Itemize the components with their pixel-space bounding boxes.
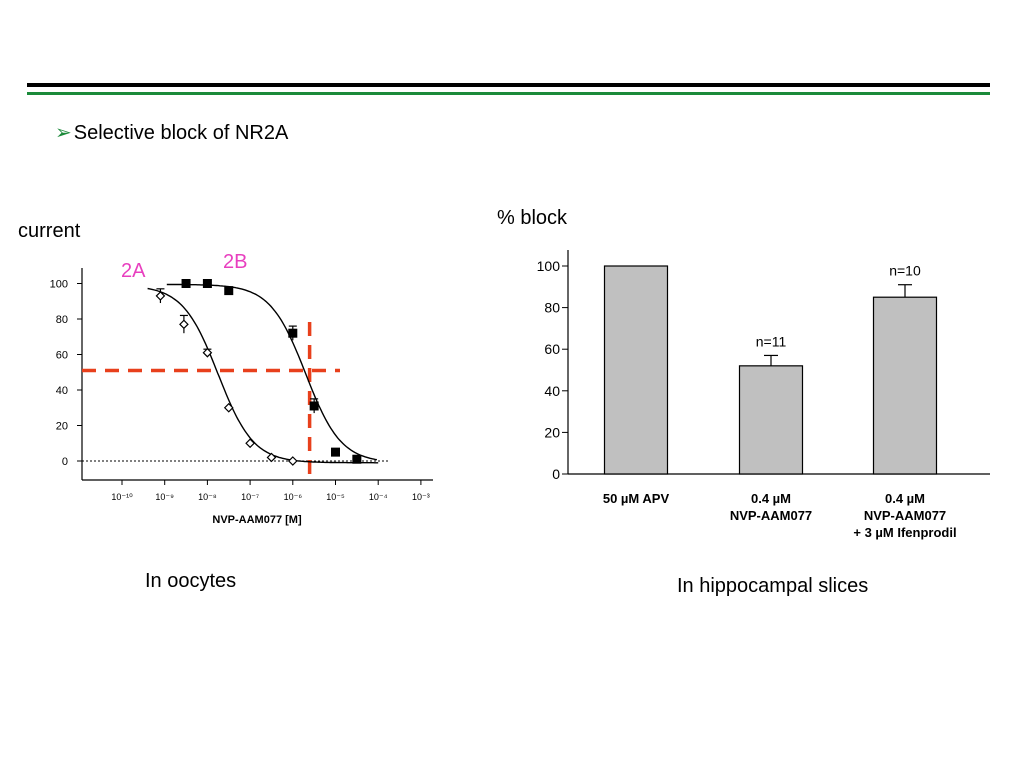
category-label: + 3 µM Ifenprodil	[853, 525, 956, 540]
y-tick-label: 20	[544, 424, 560, 440]
left-labels: 2A 2B	[121, 251, 247, 282]
x-tick-label: 10⁻⁵	[326, 492, 345, 502]
x-tick-label: 10⁻¹⁰	[111, 492, 133, 502]
bullet-point: ➢ Selective block of NR2A	[55, 120, 288, 146]
y-tick-label: 40	[56, 385, 68, 397]
data-point-2b	[224, 286, 234, 296]
right-labels: 50 µM APV n=11 0.4 µM NVP-AAM077 n=10 0.4 µM N…	[603, 263, 957, 540]
data-point-2a	[245, 438, 255, 449]
left-points	[155, 279, 362, 466]
header-rule-black	[27, 83, 990, 87]
x-tick-label: 10⁻⁹	[155, 492, 174, 502]
left-curves	[147, 283, 379, 464]
n-label: n=10	[889, 263, 921, 279]
series-label-2b: 2B	[223, 251, 247, 273]
series-label-2a: 2A	[121, 260, 146, 282]
category-label: 0.4 µM	[751, 491, 791, 506]
y-tick-label: 0	[62, 456, 68, 468]
arrow-bullet-icon: ➢	[55, 122, 72, 144]
y-tick-label: 0	[552, 466, 560, 482]
y-tick-label: 40	[544, 383, 560, 399]
category-label: NVP-AAM077	[730, 508, 812, 523]
x-tick-label: 10⁻⁴	[369, 492, 388, 502]
y-tick-label: 60	[544, 341, 560, 357]
right-bars	[603, 265, 938, 475]
x-tick-label: 10⁻⁶	[284, 492, 303, 502]
category-label: 50 µM APV	[603, 491, 670, 506]
bullet-text: Selective block of NR2A	[73, 122, 289, 144]
y-tick-label: 80	[56, 314, 68, 326]
bar	[738, 365, 804, 475]
header-rule-green	[27, 92, 990, 95]
data-point-2a	[202, 347, 213, 358]
y-tick-label: 80	[544, 300, 560, 316]
data-point-2b	[181, 279, 191, 288]
y-tick-label: 100	[50, 279, 68, 291]
left-guides	[82, 322, 390, 480]
y-tick-label: 100	[537, 258, 561, 274]
data-point-2a	[287, 456, 298, 466]
data-point-2b	[202, 279, 212, 288]
data-point-2b	[309, 401, 319, 411]
data-point-2b	[288, 328, 298, 338]
data-point-2a	[223, 402, 234, 413]
x-tick-label: 10⁻³	[412, 492, 430, 502]
current-label: current	[18, 220, 81, 242]
hippocampal-caption: In hippocampal slices	[677, 575, 869, 597]
n-label: n=11	[756, 333, 787, 349]
data-point-2b	[352, 454, 362, 464]
x-tick-label: 10⁻⁸	[198, 492, 217, 502]
fit-curve-2a	[147, 287, 379, 464]
y-tick-label: 20	[56, 421, 68, 433]
category-label: NVP-AAM077	[864, 508, 946, 523]
y-tick-label: 60	[56, 350, 68, 362]
data-point-2a	[179, 319, 189, 330]
data-point-2a	[266, 452, 277, 463]
x-axis-label: NVP-AAM077 [M]	[212, 514, 302, 526]
percent-block-label: % block	[497, 207, 568, 229]
right-axes: 0 20 40 60 80 100	[537, 250, 990, 482]
data-point-2a	[155, 291, 166, 301]
left-axes: 0 20 40 60 80 100 10⁻¹⁰ 10⁻⁹ 10⁻⁸ 10⁻⁷ 10⁻⁶ 10⁻⁵ 10⁻…	[50, 268, 433, 526]
fit-curve-2b	[166, 283, 378, 461]
bar	[872, 296, 938, 475]
data-point-2b	[331, 447, 340, 457]
bar	[603, 265, 669, 475]
x-tick-label: 10⁻⁷	[241, 492, 259, 502]
category-label: 0.4 µM	[885, 491, 925, 506]
oocytes-caption: In oocytes	[145, 570, 237, 592]
